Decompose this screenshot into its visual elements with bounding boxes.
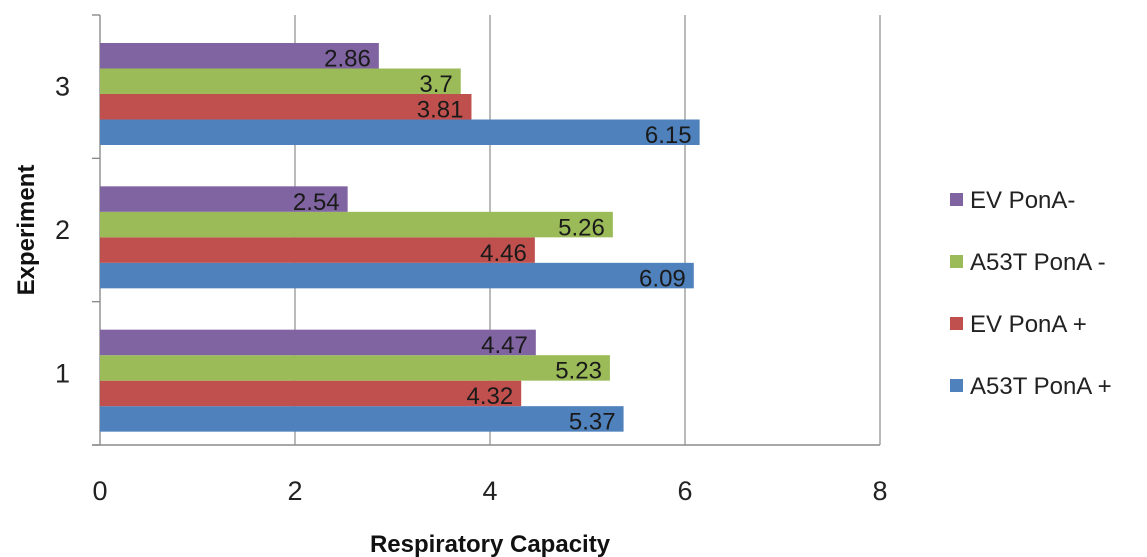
bar: [100, 211, 613, 238]
bar: [100, 262, 694, 289]
legend: EV PonA- A53T PonA - EV PonA + A53T PonA +: [950, 187, 1112, 400]
data-label: 6.09: [639, 265, 686, 292]
y-tick-label: 2: [55, 215, 70, 245]
bar: [100, 186, 348, 212]
legend-swatch: [950, 379, 963, 392]
y-tick-label: 3: [55, 72, 70, 102]
data-label: 5.37: [569, 409, 616, 436]
y-tick-label: 1: [55, 358, 70, 388]
data-label: 4.32: [466, 383, 513, 410]
data-label: 5.26: [558, 214, 605, 241]
bar: [100, 94, 472, 120]
data-labels: 5.37 4.32 5.23 4.47 6.09 4.46 5.26 2.54 6.15 3.81…: [293, 46, 692, 436]
data-label: 2.54: [293, 189, 340, 216]
data-label: 2.86: [324, 46, 371, 73]
x-tick-label: 6: [677, 476, 692, 506]
bar: [100, 406, 624, 432]
legend-swatch: [950, 317, 963, 330]
tick-labels: 0 2 4 6 8 1 2 3: [55, 72, 888, 506]
bar: [100, 355, 610, 381]
data-label: 4.46: [480, 240, 527, 267]
x-tick-label: 4: [482, 476, 497, 506]
bar: [100, 329, 536, 356]
legend-label: EV PonA-: [970, 187, 1075, 214]
data-label: 6.15: [645, 122, 692, 149]
x-tick-label: 8: [872, 476, 887, 506]
legend-label: A53T PonA +: [970, 373, 1112, 400]
bar: [100, 237, 535, 263]
legend-swatch: [950, 255, 963, 268]
bar: [100, 119, 700, 145]
legend-label: A53T PonA -: [970, 249, 1106, 276]
x-axis-title: Respiratory Capacity: [370, 531, 611, 557]
data-label: 3.81: [417, 97, 464, 124]
x-tick-label: 0: [92, 476, 107, 506]
bar: [100, 43, 379, 69]
bar: [100, 68, 461, 94]
legend-swatch: [950, 193, 963, 206]
data-label: 4.47: [481, 332, 528, 359]
bar: [100, 380, 522, 407]
legend-label: EV PonA +: [970, 311, 1087, 338]
bars: [100, 43, 700, 432]
x-tick-label: 2: [287, 476, 302, 506]
data-label: 3.7: [419, 71, 452, 98]
data-label: 5.23: [555, 358, 602, 385]
y-axis-title: Experiment: [13, 165, 40, 296]
